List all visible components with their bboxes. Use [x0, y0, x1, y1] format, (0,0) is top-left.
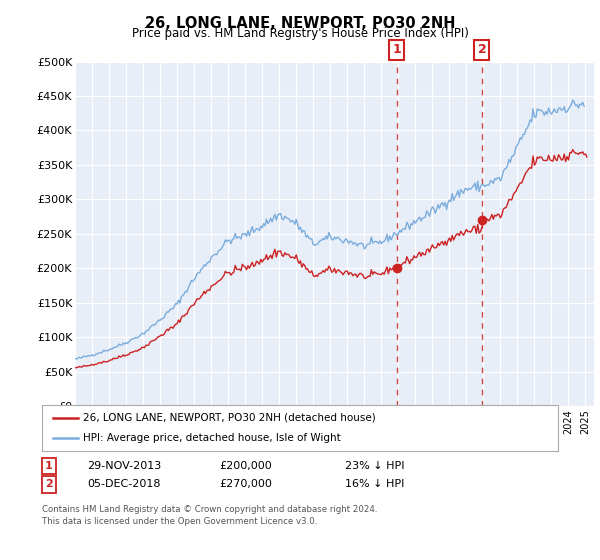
Text: 26, LONG LANE, NEWPORT, PO30 2NH (detached house): 26, LONG LANE, NEWPORT, PO30 2NH (detach…	[83, 413, 376, 423]
Text: £200,000: £200,000	[219, 461, 272, 471]
Text: 1: 1	[45, 461, 53, 471]
Text: 16% ↓ HPI: 16% ↓ HPI	[345, 479, 404, 489]
Text: 2: 2	[45, 479, 53, 489]
Text: £270,000: £270,000	[219, 479, 272, 489]
Text: HPI: Average price, detached house, Isle of Wight: HPI: Average price, detached house, Isle…	[83, 433, 341, 444]
Text: 26, LONG LANE, NEWPORT, PO30 2NH: 26, LONG LANE, NEWPORT, PO30 2NH	[145, 16, 455, 31]
Text: 1: 1	[392, 44, 401, 57]
Text: 2: 2	[478, 44, 487, 57]
Text: Contains HM Land Registry data © Crown copyright and database right 2024.
This d: Contains HM Land Registry data © Crown c…	[42, 505, 377, 526]
Text: Price paid vs. HM Land Registry's House Price Index (HPI): Price paid vs. HM Land Registry's House …	[131, 27, 469, 40]
Text: 23% ↓ HPI: 23% ↓ HPI	[345, 461, 404, 471]
Text: 05-DEC-2018: 05-DEC-2018	[87, 479, 161, 489]
Text: 29-NOV-2013: 29-NOV-2013	[87, 461, 161, 471]
